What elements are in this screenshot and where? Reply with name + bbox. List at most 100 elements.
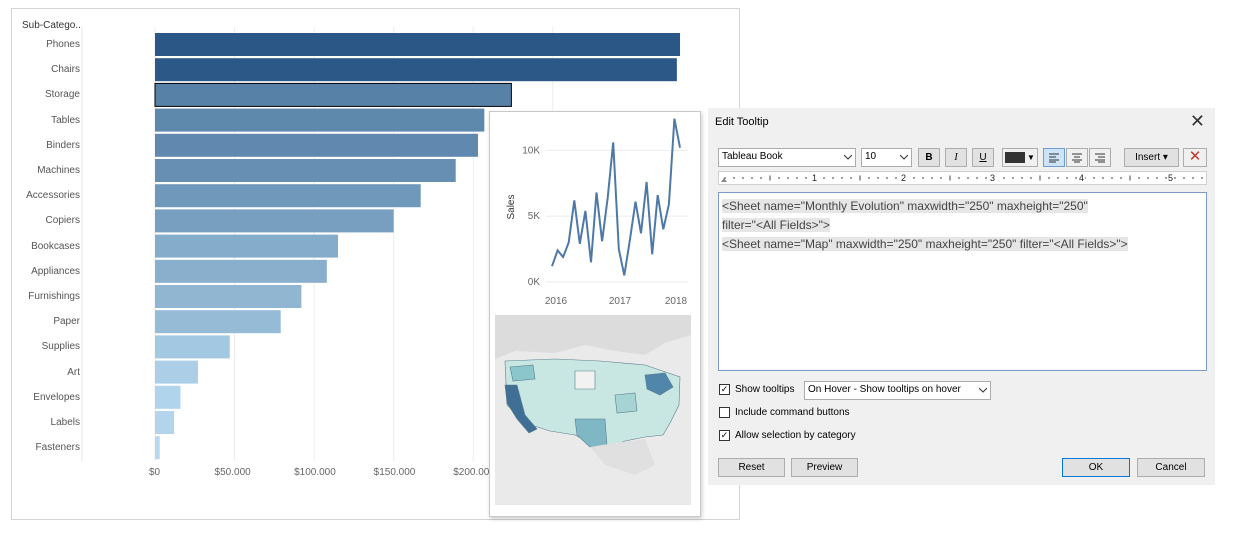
category-label[interactable]: Appliances (31, 265, 80, 277)
editor-line-text: <Sheet name="Map" maxwidth="250" maxheig… (722, 237, 1128, 251)
category-labels: Phones Chairs Storage Tables Binders Machines… (12, 9, 80, 521)
sales-line[interactable] (551, 118, 681, 276)
ruler-ticks (721, 175, 1203, 182)
editor-line-text: <Sheet name="Monthly Evolution" maxwidth… (722, 199, 1088, 213)
category-label[interactable]: Labels (50, 417, 80, 428)
x-tick-label: $0 (149, 467, 161, 478)
x-tick-label: $200.000 (453, 467, 495, 478)
show-tooltips-label: Show tooltips (735, 384, 795, 395)
category-label[interactable]: Chairs (51, 64, 80, 76)
align-left-icon (1049, 153, 1059, 163)
editor-line: filter="<All Fields>"> (722, 216, 1203, 235)
chevron-down-icon (900, 154, 908, 160)
bar-labels[interactable] (155, 411, 175, 434)
bar-copiers[interactable] (155, 209, 394, 233)
chevron-down-icon: ▼ (1027, 153, 1035, 162)
category-label[interactable]: Art (67, 366, 80, 378)
editor-line: <Sheet name="Monthly Evolution" maxwidth… (722, 197, 1203, 216)
bar-supplies[interactable] (155, 335, 230, 359)
include-command-checkbox[interactable] (719, 407, 730, 418)
category-label[interactable]: Copiers (45, 215, 80, 227)
text-color-picker[interactable]: ▼ (1002, 148, 1038, 167)
tooltip-mode-select[interactable]: On Hover - Show tooltips on hover (804, 381, 991, 400)
y-tick-label: 0K (528, 277, 541, 288)
ruler-mark: 4 (1078, 173, 1086, 183)
x-tick-label: 2018 (665, 296, 688, 307)
indent-marker-icon[interactable] (721, 178, 727, 182)
monthly-evolution-chart: 0K 5K 10K Sales 2016 2017 2018 (506, 118, 688, 307)
italic-button[interactable]: I (945, 148, 967, 167)
category-label[interactable]: Machines (37, 165, 80, 176)
x-tick-label: $50.000 (214, 467, 251, 478)
dialog-title: Edit Tooltip (715, 116, 769, 128)
bold-button[interactable]: B (918, 148, 940, 167)
insert-button[interactable]: Insert ▾ (1124, 148, 1179, 167)
font-name-value: Tableau Book (722, 151, 783, 162)
close-icon[interactable]: ✕ (1189, 111, 1205, 131)
ruler-mark: 3 (989, 173, 997, 183)
map-chart (495, 315, 691, 505)
tooltip-text-editor[interactable]: <Sheet name="Monthly Evolution" maxwidth… (718, 192, 1207, 371)
bar-chairs[interactable] (155, 58, 677, 82)
chevron-down-icon (844, 154, 852, 160)
font-size-select[interactable]: 10 (861, 148, 912, 167)
bar-appliances[interactable] (155, 259, 327, 283)
ruler[interactable]: 1 2 3 4 5 (718, 171, 1207, 185)
include-command-label: Include command buttons (735, 407, 850, 418)
align-right-icon (1095, 153, 1105, 163)
ok-button[interactable]: OK (1062, 458, 1130, 477)
show-tooltips-checkbox[interactable]: ✓ (719, 384, 730, 395)
category-label[interactable]: Paper (53, 316, 80, 328)
bar-furnishings[interactable] (155, 285, 302, 308)
x-tick-label: $100.000 (294, 467, 336, 478)
align-center-button[interactable] (1066, 148, 1088, 167)
bar-phones[interactable] (155, 33, 681, 56)
cancel-button[interactable]: Cancel (1137, 458, 1205, 477)
bar-bookcases[interactable] (155, 234, 338, 258)
underline-button[interactable]: U (972, 148, 994, 167)
bar-envelopes[interactable] (155, 385, 181, 409)
tooltip-preview: 0K 5K 10K Sales 2016 2017 2018 (489, 111, 701, 517)
reset-button[interactable]: Reset (718, 458, 785, 477)
color-swatch (1005, 151, 1026, 163)
allow-selection-checkbox[interactable]: ✓ (719, 430, 730, 441)
y-tick-label: 5K (528, 211, 541, 222)
bar-chart (81, 27, 681, 461)
category-label[interactable]: Envelopes (33, 391, 80, 403)
bar-binders[interactable] (155, 133, 478, 157)
category-label[interactable]: Accessories (26, 190, 80, 202)
bar-tables[interactable] (155, 108, 485, 132)
clear-formatting-icon[interactable]: ✕ (1183, 148, 1207, 167)
edit-tooltip-dialog: Edit Tooltip ✕ Tableau Book 10 B I U ▼ I… (708, 108, 1215, 485)
bar-art[interactable] (155, 360, 198, 384)
x-tick-label: 2016 (545, 296, 568, 307)
preview-button[interactable]: Preview (791, 458, 858, 477)
category-label[interactable]: Tables (51, 114, 80, 126)
ruler-mark: 5 (1167, 173, 1175, 183)
font-name-select[interactable]: Tableau Book (718, 148, 856, 167)
ruler-mark: 1 (811, 173, 819, 183)
bar-storage[interactable] (154, 82, 512, 107)
ruler-mark: 2 (900, 173, 908, 183)
column-header[interactable]: Sub-Catego.. (22, 20, 81, 31)
align-left-button[interactable] (1043, 148, 1065, 167)
category-label[interactable]: Fasteners (35, 442, 80, 454)
align-center-icon (1072, 153, 1082, 163)
bar-accessories[interactable] (155, 184, 421, 208)
y-axis-label: Sales (506, 194, 517, 219)
editor-line: <Sheet name="Map" maxwidth="250" maxheig… (722, 235, 1203, 254)
bar-machines[interactable] (155, 159, 456, 182)
category-label[interactable]: Binders (46, 139, 80, 151)
align-right-button[interactable] (1089, 148, 1111, 167)
x-tick-label: 2017 (609, 296, 632, 307)
bar-paper[interactable] (155, 310, 281, 334)
category-label[interactable]: Supplies (41, 341, 80, 353)
allow-selection-label: Allow selection by category (735, 430, 856, 441)
tooltip-mode-value: On Hover - Show tooltips on hover (808, 384, 961, 395)
category-label[interactable]: Phones (46, 39, 80, 50)
category-label[interactable]: Furnishings (28, 291, 80, 302)
bar-fasteners[interactable] (155, 436, 160, 460)
category-label[interactable]: Bookcases (31, 240, 80, 252)
category-label[interactable]: Storage (44, 89, 80, 101)
y-tick-label: 10K (522, 145, 540, 156)
